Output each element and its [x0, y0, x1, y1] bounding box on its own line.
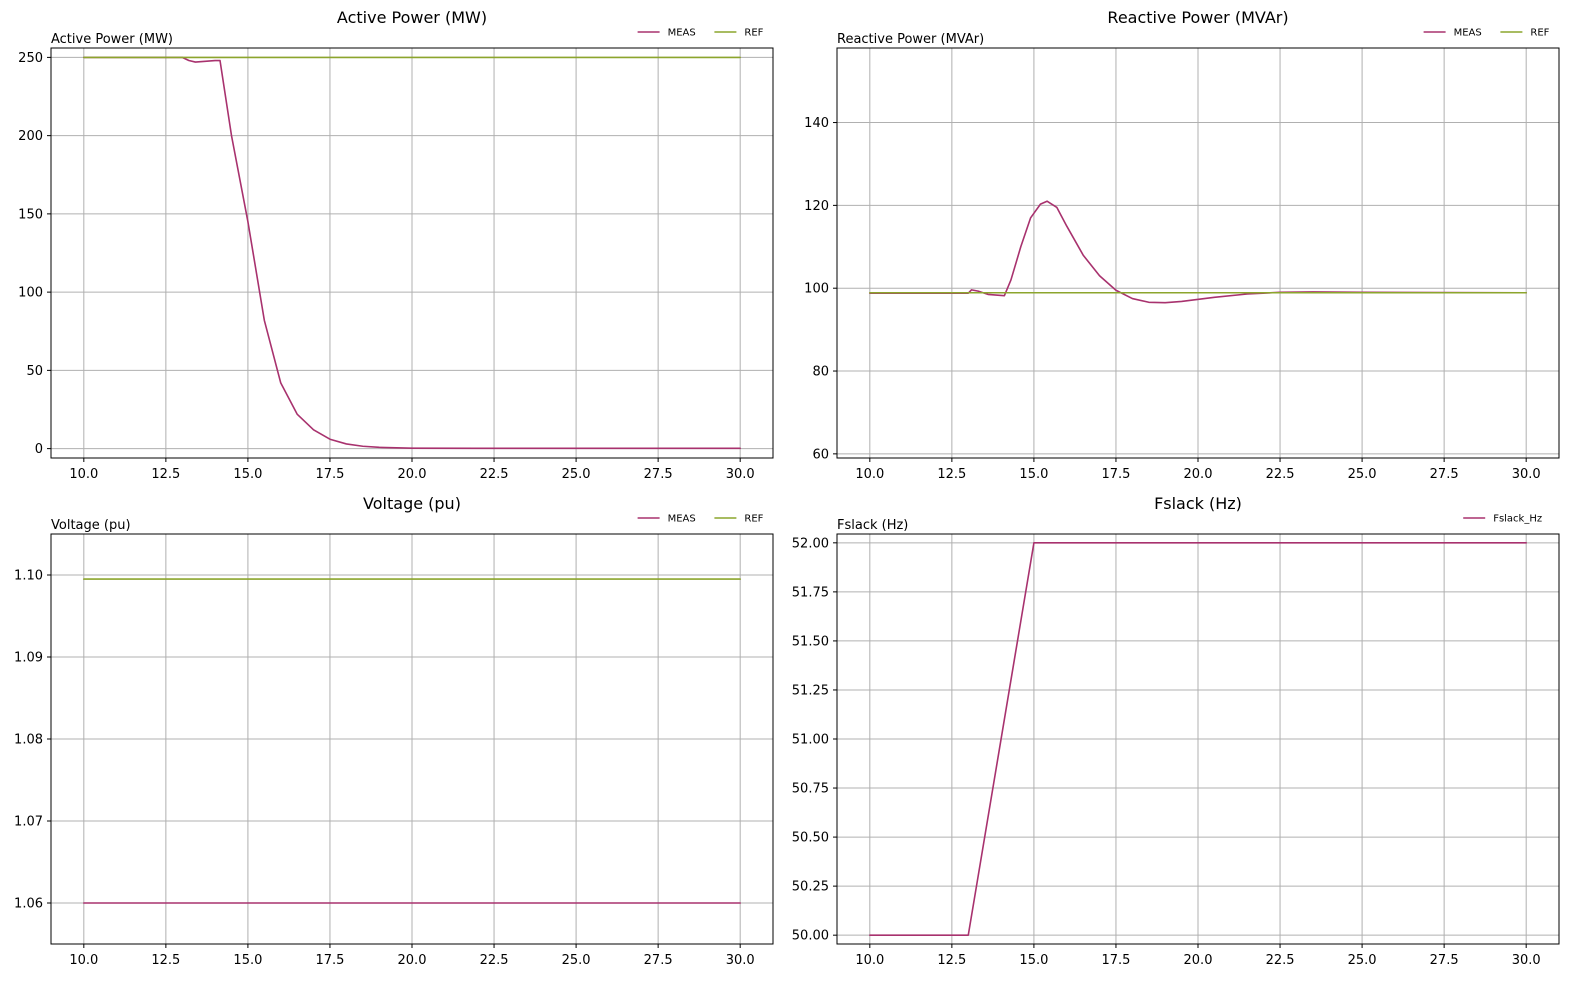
legend-label: REF [744, 514, 763, 525]
y-tick-label: 250 [18, 51, 43, 66]
y-tick-label: 1.08 [14, 733, 43, 748]
y-tick-label: 1.09 [14, 651, 43, 666]
chart-panel-1: 10.0 12.5 15.0 17.5 20.0 22.5 25.0 27.5 30.0 60 80… [804, 8, 1560, 482]
series-line-meas [869, 200, 1527, 304]
x-tick-label: 27.5 [644, 467, 673, 482]
legend: REF MEAS [637, 514, 764, 525]
x-tick-label: 20.0 [398, 953, 427, 968]
x-tick-label: 30.0 [1512, 467, 1541, 482]
y-tick-label: 1.07 [14, 815, 43, 830]
y-tick-label: 51.25 [792, 683, 829, 698]
x-tick-label: 15.0 [233, 953, 262, 968]
legend-label: REF [744, 28, 763, 39]
x-tick-label: 10.0 [69, 953, 98, 968]
chart-panel-0: 10.0 12.5 15.0 17.5 20.0 22.5 25.0 27.5 30.0 0 50 1… [18, 8, 774, 482]
x-tick-label: 10.0 [855, 467, 884, 482]
chart-title: Fslack (Hz) [1154, 494, 1242, 513]
y-tick-label: 50.00 [792, 929, 829, 944]
x-tick-label: 20.0 [1184, 467, 1213, 482]
legend: Fslack_Hz [1463, 514, 1542, 525]
y-tick-label: 100 [804, 282, 829, 297]
y-tick-label: 50.50 [792, 831, 829, 846]
y-axis-label: Fslack (Hz) [837, 518, 908, 533]
chart-title: Active Power (MW) [337, 8, 487, 27]
x-tick-label: 25.0 [1348, 467, 1377, 482]
x-tick-label: 10.0 [855, 953, 884, 968]
x-tick-label: 17.5 [1101, 953, 1130, 968]
x-tick-label: 22.5 [480, 953, 509, 968]
y-tick-label: 140 [804, 116, 829, 131]
x-tick-label: 12.5 [937, 953, 966, 968]
series-line-fslack_hz [869, 542, 1527, 936]
y-tick-label: 100 [18, 286, 43, 301]
x-tick-label: 30.0 [726, 953, 755, 968]
chart-title: Voltage (pu) [363, 494, 461, 513]
x-tick-label: 22.5 [1266, 467, 1295, 482]
y-tick-label: 50.25 [792, 880, 829, 895]
x-tick-label: 20.0 [398, 467, 427, 482]
y-tick-label: 80 [812, 365, 829, 380]
y-tick-label: 51.50 [792, 634, 829, 649]
legend: REF MEAS [1423, 28, 1550, 39]
y-tick-label: 51.75 [792, 585, 829, 600]
x-tick-label: 25.0 [1348, 953, 1377, 968]
y-tick-label: 150 [18, 207, 43, 222]
x-tick-label: 12.5 [151, 953, 180, 968]
chart-panel-3: 10.0 12.5 15.0 17.5 20.0 22.5 25.0 27.5 30.0 50.0… [792, 494, 1560, 968]
x-tick-label: 27.5 [1430, 953, 1459, 968]
y-axis-label: Reactive Power (MVAr) [837, 32, 984, 47]
y-tick-label: 52.00 [792, 536, 829, 551]
chart-title: Reactive Power (MVAr) [1107, 8, 1288, 27]
y-tick-label: 200 [18, 129, 43, 144]
x-tick-label: 20.0 [1184, 953, 1213, 968]
y-tick-label: 50.75 [792, 782, 829, 797]
x-tick-label: 15.0 [1019, 467, 1048, 482]
x-tick-label: 22.5 [1266, 953, 1295, 968]
legend: REF MEAS [637, 28, 764, 39]
x-tick-label: 17.5 [315, 467, 344, 482]
x-tick-label: 25.0 [562, 467, 591, 482]
y-axis-label: Active Power (MW) [51, 32, 173, 47]
legend-label: Fslack_Hz [1493, 514, 1542, 525]
series-line-meas [83, 56, 741, 450]
legend-label: MEAS [668, 28, 696, 39]
x-tick-label: 27.5 [644, 953, 673, 968]
x-tick-label: 15.0 [1019, 953, 1048, 968]
x-tick-label: 25.0 [562, 953, 591, 968]
y-tick-label: 120 [804, 199, 829, 214]
chart-panel-2: 10.0 12.5 15.0 17.5 20.0 22.5 25.0 27.5 30.0 1.06… [14, 494, 774, 968]
x-tick-label: 12.5 [151, 467, 180, 482]
y-tick-label: 1.06 [14, 897, 43, 912]
x-tick-label: 17.5 [315, 953, 344, 968]
x-tick-label: 17.5 [1101, 467, 1130, 482]
x-tick-label: 15.0 [233, 467, 262, 482]
y-tick-label: 51.00 [792, 733, 829, 748]
y-tick-label: 1.10 [14, 569, 43, 584]
legend-label: MEAS [1454, 28, 1482, 39]
x-tick-label: 22.5 [480, 467, 509, 482]
y-tick-label: 60 [812, 447, 829, 462]
x-tick-label: 30.0 [726, 467, 755, 482]
x-tick-label: 30.0 [1512, 953, 1541, 968]
x-tick-label: 12.5 [937, 467, 966, 482]
y-tick-label: 50 [26, 364, 43, 379]
x-tick-label: 10.0 [69, 467, 98, 482]
y-axis-label: Voltage (pu) [51, 518, 131, 533]
y-tick-label: 0 [35, 442, 43, 457]
legend-label: REF [1530, 28, 1549, 39]
x-tick-label: 27.5 [1430, 467, 1459, 482]
legend-label: MEAS [668, 514, 696, 525]
